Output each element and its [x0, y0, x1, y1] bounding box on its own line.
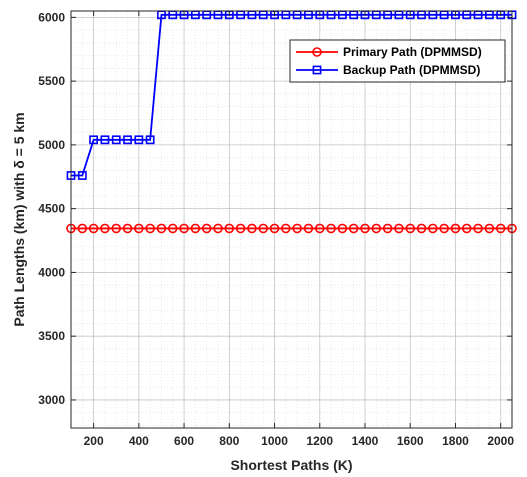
data-point-1	[123, 135, 132, 145]
data-point-0	[224, 223, 235, 234]
data-point-0	[258, 223, 269, 234]
x-tick-label: 1800	[442, 434, 469, 448]
data-point-0	[213, 223, 223, 234]
data-point-0	[235, 223, 246, 234]
y-tick-label: 5000	[38, 138, 65, 152]
data-point-0	[439, 223, 449, 234]
data-point-0	[100, 223, 110, 234]
data-point-0	[337, 223, 348, 234]
data-point-0	[88, 223, 99, 234]
data-point-1	[100, 135, 110, 145]
data-point-0	[326, 223, 336, 234]
y-tick-label: 3000	[38, 393, 65, 407]
data-point-0	[495, 223, 506, 234]
y-tick-label: 5500	[38, 74, 65, 88]
legend-backup-marker	[312, 65, 322, 75]
data-point-1	[145, 135, 155, 145]
data-point-0	[77, 223, 88, 234]
data-point-0	[484, 223, 495, 234]
data-point-0	[461, 223, 472, 234]
legend-entry-primary: Primary Path (DPMMSD)	[296, 45, 482, 59]
legend-primary-label: Primary Path (DPMMSD)	[343, 45, 482, 59]
data-point-0	[450, 223, 461, 234]
legend-entry-backup: Backup Path (DPMMSD)	[296, 63, 480, 77]
data-point-0	[371, 223, 382, 234]
x-tick-label: 400	[129, 434, 149, 448]
data-point-1	[111, 135, 121, 145]
data-point-0	[111, 223, 122, 234]
y-axis-label: Path Lengths (km) with δ = 5 km	[11, 112, 27, 326]
series-line-1	[71, 13, 512, 177]
x-tick-label: 600	[174, 434, 194, 448]
data-point-0	[156, 223, 167, 234]
legend-primary-marker	[312, 47, 322, 57]
major-grid	[71, 11, 512, 428]
data-point-1	[134, 135, 144, 145]
data-point-0	[247, 223, 257, 234]
y-tick-label: 4000	[38, 265, 65, 279]
data-point-0	[382, 223, 393, 234]
data-point-0	[292, 223, 302, 234]
x-tick-label: 800	[219, 434, 239, 448]
data-point-0	[428, 223, 438, 234]
x-tick-label: 2000	[487, 434, 514, 448]
data-point-0	[134, 223, 144, 234]
legend-backup-label: Backup Path (DPMMSD)	[343, 63, 480, 77]
data-point-0	[473, 223, 483, 234]
x-tick-label: 1000	[261, 434, 288, 448]
data-point-0	[269, 223, 280, 234]
plot-frame	[70, 10, 513, 429]
data-point-1	[77, 171, 87, 180]
data-point-0	[145, 223, 155, 234]
y-tick-labels: 3000 3500 4000 4500 5000 5500 6000	[38, 10, 65, 407]
series-layer	[66, 10, 517, 234]
data-point-0	[122, 223, 133, 234]
data-point-0	[348, 223, 359, 234]
data-point-0	[405, 223, 416, 234]
x-tick-label: 1200	[306, 434, 333, 448]
data-point-1	[89, 135, 99, 145]
data-point-0	[190, 223, 201, 234]
data-point-0	[416, 223, 427, 234]
data-point-0	[281, 223, 291, 234]
data-point-0	[394, 223, 404, 234]
data-point-0	[314, 223, 325, 234]
legend: Primary Path (DPMMSD) Backup Path (DPMMS…	[289, 39, 506, 83]
y-tick-label: 3500	[38, 329, 65, 343]
x-tick-label: 1400	[352, 434, 379, 448]
x-tick-label: 1600	[397, 434, 424, 448]
x-tick-labels: 200 400 600 800 1000 1200 1400 1600 1800 2000	[84, 434, 515, 448]
data-point-0	[360, 223, 370, 234]
y-tick-label: 4500	[38, 202, 65, 216]
data-point-0	[201, 223, 212, 234]
data-point-0	[167, 223, 178, 234]
legend-box	[289, 39, 506, 83]
tick-marks	[71, 11, 512, 428]
data-point-0	[303, 223, 314, 234]
data-point-0	[179, 223, 189, 234]
y-tick-label: 6000	[38, 10, 65, 24]
x-tick-label: 200	[84, 434, 104, 448]
x-axis-label: Shortest Paths (K)	[230, 457, 352, 473]
